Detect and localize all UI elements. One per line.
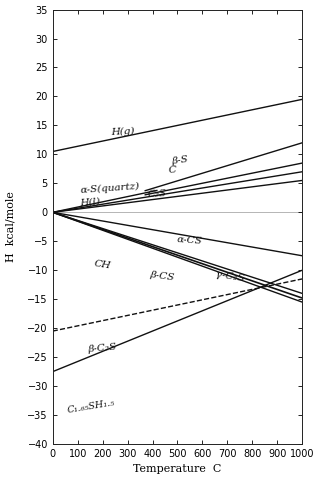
Text: β-CS: β-CS — [150, 270, 175, 282]
Text: C: C — [168, 166, 177, 175]
Text: β-C₂S: β-C₂S — [88, 343, 117, 354]
Text: C₁.₆₅SH₁.₅: C₁.₆₅SH₁.₅ — [67, 398, 116, 415]
Text: α-S(quartz): α-S(quartz) — [80, 181, 140, 194]
Text: γ-C₂S: γ-C₂S — [215, 271, 245, 284]
Text: C₂S: C₂S — [148, 189, 167, 199]
X-axis label: Temperature  C: Temperature C — [133, 465, 222, 474]
Text: H(l): H(l) — [80, 197, 101, 208]
Text: H(g): H(g) — [111, 127, 135, 137]
Text: CH: CH — [93, 259, 112, 270]
Y-axis label: H  kcal/mole: H kcal/mole — [5, 192, 15, 262]
Text: α-CS: α-CS — [177, 235, 203, 246]
Text: β-S: β-S — [171, 155, 189, 166]
